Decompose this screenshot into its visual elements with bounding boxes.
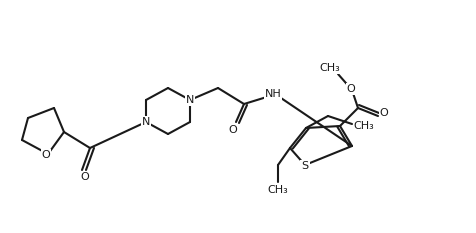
Text: O: O	[80, 172, 89, 182]
Text: O: O	[380, 108, 388, 118]
Text: CH₃: CH₃	[268, 185, 288, 195]
Text: O: O	[347, 84, 356, 94]
Text: O: O	[228, 125, 238, 135]
Text: N: N	[186, 95, 194, 105]
Text: CH₃: CH₃	[319, 63, 340, 73]
Text: CH₃: CH₃	[354, 121, 375, 131]
Text: N: N	[142, 117, 150, 127]
Text: S: S	[301, 161, 308, 171]
Text: O: O	[41, 150, 50, 160]
Text: NH: NH	[265, 89, 281, 99]
